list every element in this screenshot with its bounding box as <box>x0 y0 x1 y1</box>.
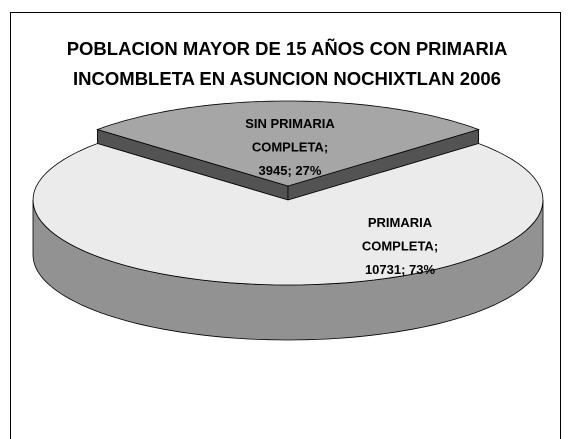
chart-title: POBLACION MAYOR DE 15 AÑOS CON PRIMARIA I… <box>67 38 508 89</box>
data-label: PRIMARIA COMPLETA; 10731; 73% <box>362 215 438 277</box>
data-label: SIN PRIMARIA COMPLETA; 3945; 27% <box>245 116 335 178</box>
pie-slice <box>32 143 544 286</box>
pie-slice <box>96 100 480 187</box>
